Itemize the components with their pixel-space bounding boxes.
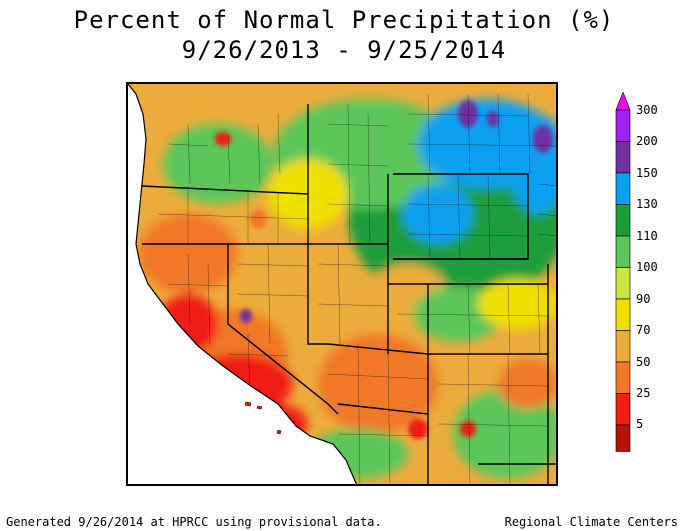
map-title: Percent of Normal Precipitation (%)	[73, 6, 615, 34]
state-borders	[141, 104, 556, 484]
precipitation-map	[126, 82, 558, 486]
region-eastco-yellow	[478, 279, 556, 329]
legend-tick-130: 130	[636, 197, 658, 211]
legend-swatch-200-300	[615, 109, 631, 142]
region-purple-north	[458, 100, 478, 128]
county-borders	[157, 93, 556, 484]
legend-tick-100: 100	[636, 260, 658, 274]
channel-islands	[244, 401, 282, 435]
date-range: 9/26/2013 - 9/25/2014	[181, 36, 507, 64]
legend-swatch-100-110	[615, 235, 631, 268]
legend-swatch-above-300	[615, 92, 631, 111]
legend-tick-200: 200	[636, 134, 658, 148]
legend-swatch-5-25	[615, 393, 631, 426]
legend-swatch-130-150	[615, 172, 631, 205]
legend-tick-110: 110	[636, 229, 658, 243]
legend-tick-90: 90	[636, 292, 651, 306]
color-legend-bar	[615, 92, 631, 452]
legend-tick-150: 150	[636, 166, 658, 180]
legend-tick-50: 50	[636, 355, 651, 369]
region-nm-green	[453, 389, 556, 479]
legend-tick-70: 70	[636, 323, 651, 337]
legend-tick-25: 25	[636, 386, 651, 400]
region-wa-green	[163, 124, 273, 204]
legend-swatch-110-130	[615, 204, 631, 237]
region-arizona-orange	[318, 334, 438, 434]
legend-swatch-70-90	[615, 298, 631, 331]
source-credit: Regional Climate Centers	[504, 515, 678, 529]
legend-swatch-150-200	[615, 141, 631, 174]
legend-swatch-below-5	[615, 424, 631, 452]
generated-note: Generated 9/26/2014 at HPRCC using provi…	[6, 515, 382, 529]
legend-swatch-50-70	[615, 330, 631, 363]
legend-tick-300: 300	[636, 103, 658, 117]
coastline	[128, 84, 357, 484]
legend-tick-5: 5	[636, 417, 644, 431]
legend-swatch-25-50	[615, 361, 631, 394]
legend-swatch-90-100	[615, 267, 631, 300]
map-canvas	[128, 84, 556, 484]
region-nm-orange	[498, 359, 556, 409]
region-wyoming-blue	[403, 184, 473, 244]
